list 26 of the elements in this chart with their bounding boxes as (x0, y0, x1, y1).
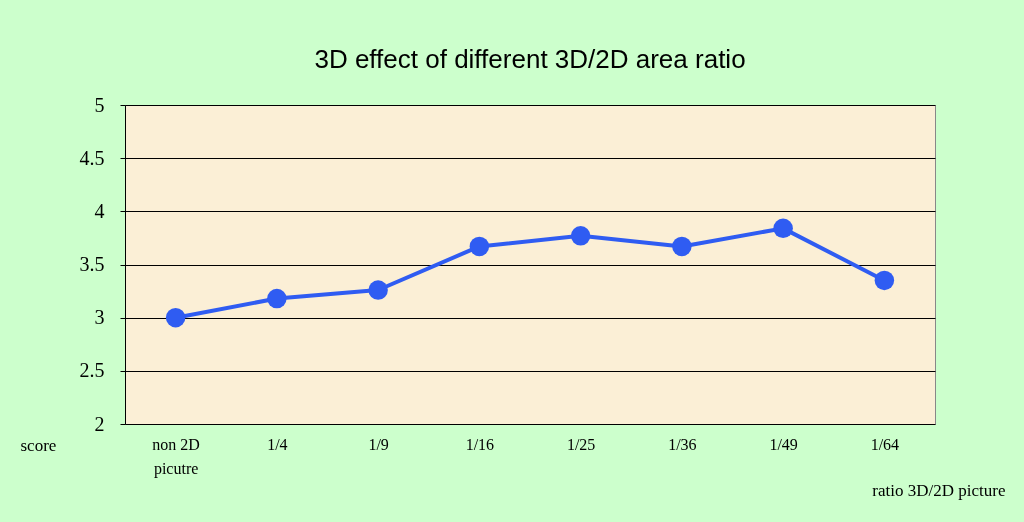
x-tick-label: 1/49 (769, 435, 798, 453)
point (773, 218, 793, 239)
y-tick-label: 3.5 (79, 253, 105, 275)
x-tick-label: non 2D picutre (152, 435, 200, 478)
x-tick-label: 1/64 (870, 435, 900, 453)
x-tick-label: 1/25 (566, 435, 596, 453)
point (672, 236, 692, 257)
point (165, 307, 186, 328)
point (469, 236, 490, 257)
y-tick-label: 5 (94, 93, 105, 116)
y-tick-label: 3 (94, 306, 105, 329)
y-axis-title: score (20, 435, 57, 455)
point (267, 288, 287, 309)
y-tick-label: 2 (94, 412, 105, 435)
point (874, 270, 895, 291)
x-tick-label: 1/9 (368, 435, 389, 453)
chart-title: 3D effect of different 3D/2D area ratio (314, 44, 746, 74)
y-tick-label: 2.5 (79, 359, 105, 382)
y-tick-label: 4 (94, 199, 105, 222)
point (570, 226, 591, 246)
x-tick-label: 1/36 (668, 435, 697, 453)
x-axis-title: ratio 3D/2D picture (872, 480, 1006, 500)
x-tick-label: 1/4 (267, 435, 288, 453)
point (368, 280, 388, 300)
x-tick-label: 1/16 (465, 435, 495, 453)
y-tick-label: 4.5 (79, 146, 105, 169)
